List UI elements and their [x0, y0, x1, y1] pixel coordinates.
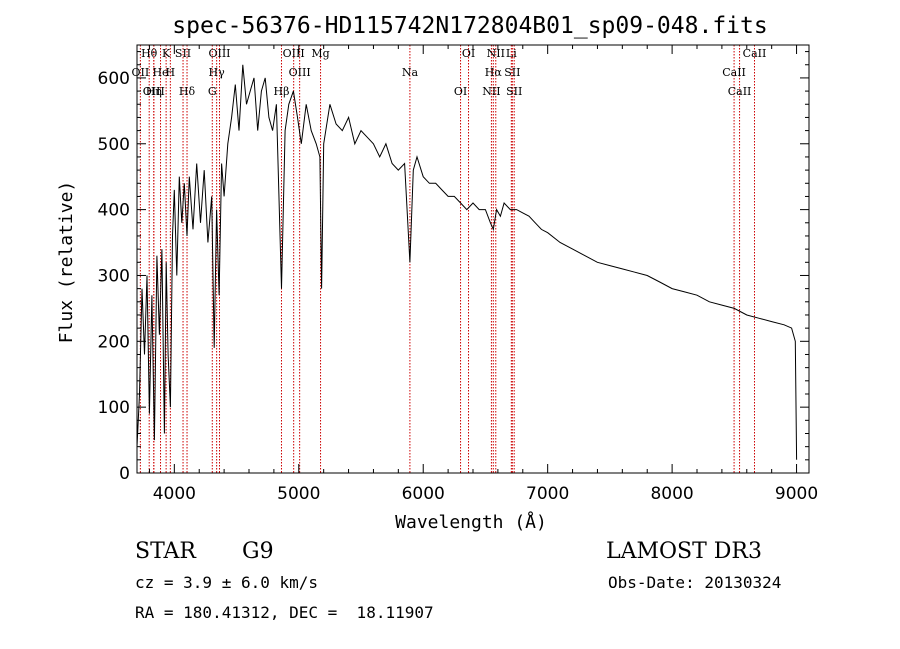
x-tick-label-3: 7000: [526, 484, 569, 504]
x-tick-label-5: 9000: [775, 484, 818, 504]
line-label-22: SII: [504, 66, 520, 79]
line-label-14: Hβ: [274, 85, 290, 98]
line-label-10: Hγ: [209, 66, 226, 79]
line-label-3: K: [162, 47, 171, 60]
line-label-25: CaII: [722, 66, 746, 79]
y-tick-label-2: 200: [98, 332, 130, 352]
line-label-24: Li: [506, 47, 517, 60]
line-label-19: Hα: [485, 66, 503, 79]
line-label-17: OI: [454, 85, 467, 98]
y-tick-label-3: 300: [98, 266, 130, 286]
x-tick-label-0: 4000: [153, 484, 196, 504]
line-label-8: Hδ: [179, 85, 196, 98]
line-label-23: SII: [506, 85, 522, 98]
y-tick-label-0: 0: [119, 464, 130, 484]
line-label-16: Na: [402, 66, 419, 79]
y-axis: 0 100 200 300 400 500 600: [98, 51, 809, 484]
x-axis-label: Wavelength (Å): [395, 511, 547, 533]
line-label-2: OIII: [143, 85, 165, 98]
observation-date: Obs-Date: 20130324: [608, 573, 782, 592]
line-label-0: Hθ: [141, 47, 158, 60]
line-label-5: Hη: [146, 85, 162, 98]
line-label-11: G: [208, 85, 217, 98]
spectrum-series-line: [136, 64, 798, 460]
survey-name: LAMOST DR3: [606, 539, 762, 564]
line-label-9: OIII: [208, 47, 230, 60]
y-tick-label-5: 500: [98, 135, 130, 155]
x-tick-label-1: 5000: [277, 484, 320, 504]
x-tick-label-2: 6000: [402, 484, 445, 504]
line-label-15: Mg: [311, 47, 329, 60]
line-label-20: NII: [482, 85, 500, 98]
plot-frame: [136, 44, 810, 474]
y-axis-label: Flux (relative): [56, 181, 77, 344]
line-label-21: NII: [487, 47, 505, 60]
object-class: STAR: [135, 539, 196, 564]
line-label-18: OI: [462, 47, 475, 60]
line-label-26: CaII: [728, 85, 752, 98]
line-label-7: H: [166, 66, 176, 79]
line-label-12: OIII: [283, 47, 305, 60]
line-label-1: OII: [132, 66, 150, 79]
line-label-27: CaII: [743, 47, 767, 60]
coordinates: RA = 180.41312, DEC = 18.11907: [135, 603, 434, 622]
y-tick-label-4: 400: [98, 201, 130, 221]
chart-title: spec-56376-HD115742N172804B01_sp09-048.f…: [172, 13, 767, 39]
x-tick-label-4: 8000: [650, 484, 693, 504]
y-tick-label-6: 600: [98, 69, 130, 89]
x-axis: 4000 5000 6000 7000 8000 9000: [148, 45, 818, 504]
line-label-6: SII: [175, 47, 191, 60]
line-label-4: He: [152, 66, 168, 79]
redshift-velocity: cz = 3.9 ± 6.0 km/s: [135, 573, 319, 592]
object-subclass: G9: [242, 539, 274, 564]
y-tick-label-1: 100: [98, 398, 130, 418]
line-label-13: OIII: [289, 66, 311, 79]
spectral-line-labels: Hθ OII OIII K He Hη SII HHδ OIII Hγ G OIII OIII Hβ Mg N…: [132, 47, 767, 98]
